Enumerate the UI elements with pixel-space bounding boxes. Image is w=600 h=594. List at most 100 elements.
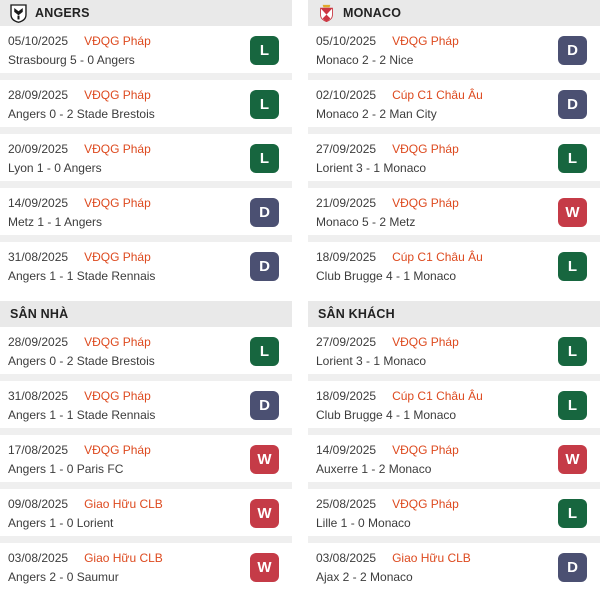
result-badge: L (558, 144, 587, 173)
match-score: Lille 1 - 0 Monaco (316, 516, 411, 530)
match-info: 03/08/2025 Giao Hữu CLB Angers 2 - 0 Saumu… (8, 551, 163, 584)
match-row[interactable]: 02/10/2025 Cúp C1 Châu Âu Monaco 2 - 2 Man… (308, 73, 600, 127)
match-score: Lyon 1 - 0 Angers (8, 161, 102, 175)
match-score: Angers 1 - 1 Stade Rennais (8, 269, 156, 283)
match-meta: 20/09/2025 VĐQG Pháp (8, 142, 151, 156)
match-row[interactable]: 27/09/2025 VĐQG Pháp Lorient 3 - 1 Monaco L (308, 127, 600, 181)
match-info: 28/09/2025 VĐQG Pháp Angers 0 - 2 Stade Br… (8, 88, 155, 121)
match-meta: 28/09/2025 VĐQG Pháp (8, 335, 155, 349)
match-row[interactable]: 31/08/2025 VĐQG Pháp Angers 1 - 1 Stade Re… (0, 235, 292, 289)
match-score: Strasbourg 5 - 0 Angers (8, 53, 135, 67)
match-row[interactable]: 14/09/2025 VĐQG Pháp Auxerre 1 - 2 Monaco W (308, 428, 600, 482)
match-league: Giao Hữu CLB (84, 551, 163, 565)
match-row[interactable]: 05/10/2025 VĐQG Pháp Strasbourg 5 - 0 Ange… (0, 26, 292, 73)
result-badge: D (558, 553, 587, 582)
column-angers: ANGERS 05/10/2025 VĐQG Pháp Strasbourg 5 -… (0, 0, 292, 590)
match-date: 27/09/2025 (316, 335, 377, 349)
match-row[interactable]: 05/10/2025 VĐQG Pháp Monaco 2 - 2 Nice D (308, 26, 600, 73)
match-info: 03/08/2025 Giao Hữu CLB Ajax 2 - 2 Monaco (316, 551, 471, 584)
result-badge: L (250, 337, 279, 366)
result-badge: L (250, 36, 279, 65)
match-row[interactable]: 18/09/2025 Cúp C1 Châu Âu Club Brugge 4 - … (308, 374, 600, 428)
match-date: 28/09/2025 (8, 335, 69, 349)
match-row[interactable]: 09/08/2025 Giao Hữu CLB Angers 1 - 0 Lorie… (0, 482, 292, 536)
match-info: 09/08/2025 Giao Hữu CLB Angers 1 - 0 Lorie… (8, 497, 163, 530)
result-badge: D (250, 252, 279, 281)
away-form-list: 27/09/2025 VĐQG Pháp Lorient 3 - 1 Monaco L… (308, 327, 600, 590)
match-row[interactable]: 17/08/2025 VĐQG Pháp Angers 1 - 0 Paris FC… (0, 428, 292, 482)
match-meta: 18/09/2025 Cúp C1 Châu Âu (316, 389, 483, 403)
match-league: VĐQG Pháp (392, 196, 459, 210)
match-info: 14/09/2025 VĐQG Pháp Auxerre 1 - 2 Monaco (316, 443, 459, 476)
match-score: Monaco 2 - 2 Nice (316, 53, 414, 67)
match-score: Club Brugge 4 - 1 Monaco (316, 408, 457, 422)
match-row[interactable]: 27/09/2025 VĐQG Pháp Lorient 3 - 1 Monaco L (308, 327, 600, 374)
recent-form-list: 05/10/2025 VĐQG Pháp Monaco 2 - 2 Nice D 02/… (308, 26, 600, 289)
spacer (0, 289, 292, 301)
match-row[interactable]: 28/09/2025 VĐQG Pháp Angers 0 - 2 Stade Br… (0, 327, 292, 374)
match-league: VĐQG Pháp (392, 443, 459, 457)
result-badge: D (558, 36, 587, 65)
match-meta: 02/10/2025 Cúp C1 Châu Âu (316, 88, 483, 102)
match-row[interactable]: 25/08/2025 VĐQG Pháp Lille 1 - 0 Monaco L (308, 482, 600, 536)
match-score: Angers 0 - 2 Stade Brestois (8, 354, 155, 368)
match-date: 14/09/2025 (316, 443, 377, 457)
match-score: Ajax 2 - 2 Monaco (316, 570, 413, 584)
section-header-home: SÂN NHÀ (0, 301, 292, 327)
match-row[interactable]: 20/09/2025 VĐQG Pháp Lyon 1 - 0 Angers L (0, 127, 292, 181)
match-meta: 31/08/2025 VĐQG Pháp (8, 389, 155, 403)
match-league: VĐQG Pháp (84, 88, 151, 102)
match-info: 20/09/2025 VĐQG Pháp Lyon 1 - 0 Angers (8, 142, 151, 175)
match-score: Angers 1 - 0 Paris FC (8, 462, 124, 476)
match-meta: 05/10/2025 VĐQG Pháp (316, 34, 459, 48)
match-row[interactable]: 28/09/2025 VĐQG Pháp Angers 0 - 2 Stade Br… (0, 73, 292, 127)
match-date: 18/09/2025 (316, 389, 377, 403)
match-row[interactable]: 31/08/2025 VĐQG Pháp Angers 1 - 1 Stade Re… (0, 374, 292, 428)
result-badge: D (250, 391, 279, 420)
match-league: VĐQG Pháp (84, 142, 151, 156)
match-meta: 14/09/2025 VĐQG Pháp (316, 443, 459, 457)
result-badge: W (250, 553, 279, 582)
match-league: VĐQG Pháp (84, 34, 151, 48)
match-row[interactable]: 21/09/2025 VĐQG Pháp Monaco 5 - 2 Metz W (308, 181, 600, 235)
home-form-list: 28/09/2025 VĐQG Pháp Angers 0 - 2 Stade Br… (0, 327, 292, 590)
match-league: Cúp C1 Châu Âu (392, 88, 483, 102)
match-date: 05/10/2025 (8, 34, 69, 48)
match-info: 18/09/2025 Cúp C1 Châu Âu Club Brugge 4 - … (316, 389, 483, 422)
match-date: 31/08/2025 (8, 250, 69, 264)
match-date: 05/10/2025 (316, 34, 377, 48)
match-info: 31/08/2025 VĐQG Pháp Angers 1 - 1 Stade Re… (8, 389, 155, 422)
match-info: 31/08/2025 VĐQG Pháp Angers 1 - 1 Stade Re… (8, 250, 155, 283)
match-info: 18/09/2025 Cúp C1 Châu Âu Club Brugge 4 - … (316, 250, 483, 283)
team-header-angers: ANGERS (0, 0, 292, 26)
match-row[interactable]: 18/09/2025 Cúp C1 Châu Âu Club Brugge 4 - … (308, 235, 600, 289)
match-row[interactable]: 14/09/2025 VĐQG Pháp Metz 1 - 1 Angers D (0, 181, 292, 235)
match-info: 27/09/2025 VĐQG Pháp Lorient 3 - 1 Monaco (316, 142, 459, 175)
match-info: 21/09/2025 VĐQG Pháp Monaco 5 - 2 Metz (316, 196, 459, 229)
match-date: 21/09/2025 (316, 196, 377, 210)
match-row[interactable]: 03/08/2025 Giao Hữu CLB Angers 2 - 0 Saumu… (0, 536, 292, 590)
match-meta: 25/08/2025 VĐQG Pháp (316, 497, 459, 511)
match-score: Monaco 2 - 2 Man City (316, 107, 437, 121)
result-badge: L (250, 90, 279, 119)
match-info: 02/10/2025 Cúp C1 Châu Âu Monaco 2 - 2 Man… (316, 88, 483, 121)
match-date: 25/08/2025 (316, 497, 377, 511)
match-info: 27/09/2025 VĐQG Pháp Lorient 3 - 1 Monaco (316, 335, 459, 368)
match-league: VĐQG Pháp (392, 142, 459, 156)
angers-crest-icon (10, 3, 27, 23)
match-date: 27/09/2025 (316, 142, 377, 156)
match-meta: 05/10/2025 VĐQG Pháp (8, 34, 151, 48)
match-date: 18/09/2025 (316, 250, 377, 264)
match-score: Angers 0 - 2 Stade Brestois (8, 107, 155, 121)
result-badge: L (558, 391, 587, 420)
match-row[interactable]: 03/08/2025 Giao Hữu CLB Ajax 2 - 2 Monaco D (308, 536, 600, 590)
section-title: SÂN NHÀ (10, 307, 69, 321)
team-name: MONACO (343, 6, 402, 20)
result-badge: L (558, 499, 587, 528)
result-badge: W (250, 499, 279, 528)
monaco-crest-icon (318, 4, 335, 23)
match-league: VĐQG Pháp (84, 196, 151, 210)
match-date: 09/08/2025 (8, 497, 69, 511)
match-info: 05/10/2025 VĐQG Pháp Monaco 2 - 2 Nice (316, 34, 459, 67)
match-league: VĐQG Pháp (392, 34, 459, 48)
